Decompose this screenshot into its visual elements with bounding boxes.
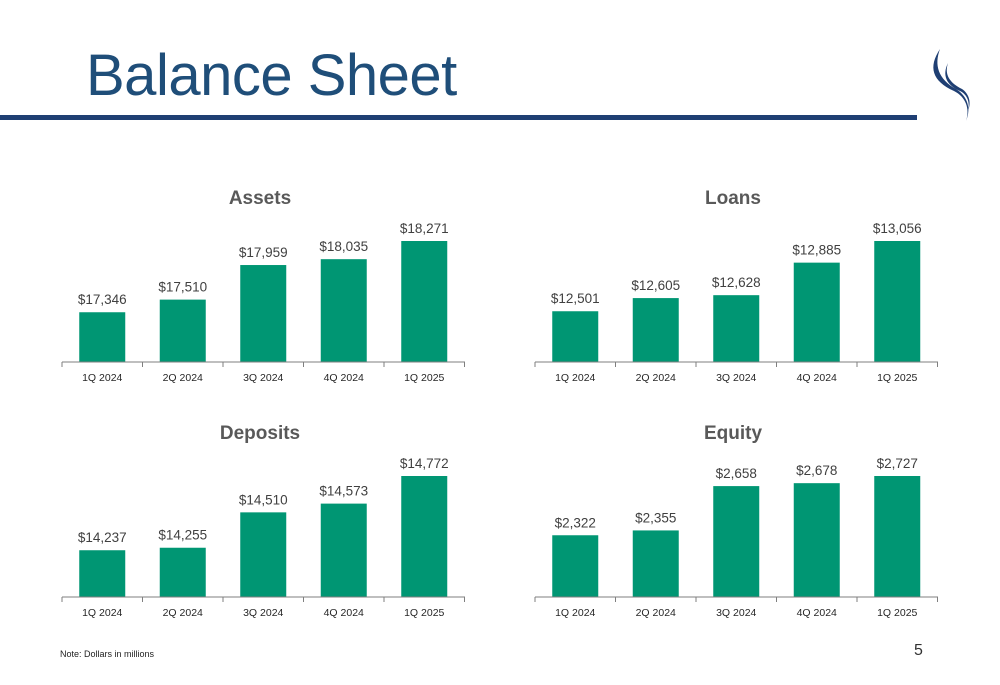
data-label: $12,885 bbox=[792, 243, 841, 258]
bar bbox=[240, 512, 287, 597]
equity-chart: Equity $2,322 1Q 2024 $2,355 2Q 2024 $2,658 3Q… bbox=[534, 423, 938, 619]
bar bbox=[159, 299, 206, 362]
bar bbox=[874, 241, 921, 362]
data-label: $13,056 bbox=[873, 221, 922, 236]
data-label: $17,959 bbox=[239, 245, 288, 260]
x-tick-label: 4Q 2024 bbox=[797, 607, 837, 619]
chart-title: Assets bbox=[229, 188, 291, 209]
x-tick-label: 4Q 2024 bbox=[324, 372, 364, 384]
chart-title: Loans bbox=[705, 188, 761, 209]
x-tick-label: 2Q 2024 bbox=[163, 607, 203, 619]
bar bbox=[320, 503, 367, 597]
loans-chart: Loans $12,501 1Q 2024 $12,605 2Q 2024 $12,628… bbox=[534, 188, 938, 384]
x-tick-label: 1Q 2025 bbox=[877, 372, 917, 384]
bar bbox=[793, 262, 840, 362]
x-tick-label: 2Q 2024 bbox=[636, 372, 676, 384]
x-tick-label: 1Q 2025 bbox=[404, 372, 444, 384]
page-title: Balance Sheet bbox=[86, 43, 457, 108]
bar bbox=[552, 535, 599, 597]
bar bbox=[401, 241, 448, 362]
bar bbox=[793, 483, 840, 597]
chart-title: Equity bbox=[704, 423, 762, 444]
data-label: $12,605 bbox=[631, 278, 680, 293]
data-label: $2,355 bbox=[635, 510, 676, 525]
data-label: $14,573 bbox=[319, 484, 368, 499]
title-rule bbox=[0, 115, 917, 120]
bar bbox=[401, 476, 448, 597]
data-label: $17,510 bbox=[158, 280, 207, 295]
bar bbox=[79, 550, 126, 597]
bar bbox=[874, 476, 921, 597]
x-tick-label: 1Q 2024 bbox=[82, 607, 122, 619]
bar bbox=[240, 265, 287, 362]
assets-chart: Assets $17,346 1Q 2024 $17,510 2Q 2024 $17,95… bbox=[61, 188, 465, 384]
bar bbox=[320, 259, 367, 362]
data-label: $2,658 bbox=[716, 466, 757, 481]
footnote: Note: Dollars in millions bbox=[60, 649, 155, 659]
data-label: $12,501 bbox=[551, 291, 600, 306]
x-tick-label: 2Q 2024 bbox=[636, 607, 676, 619]
x-tick-label: 2Q 2024 bbox=[163, 372, 203, 384]
data-label: $2,678 bbox=[796, 463, 837, 478]
x-tick-label: 1Q 2024 bbox=[82, 372, 122, 384]
data-label: $12,628 bbox=[712, 275, 761, 290]
x-tick-label: 4Q 2024 bbox=[797, 372, 837, 384]
company-logo-icon bbox=[933, 49, 970, 121]
x-tick-label: 1Q 2025 bbox=[877, 607, 917, 619]
data-label: $14,237 bbox=[78, 530, 127, 545]
x-tick-label: 3Q 2024 bbox=[716, 607, 756, 619]
bar bbox=[713, 295, 760, 362]
x-tick-label: 3Q 2024 bbox=[243, 372, 283, 384]
x-tick-label: 3Q 2024 bbox=[716, 372, 756, 384]
x-tick-label: 1Q 2025 bbox=[404, 607, 444, 619]
bar bbox=[79, 312, 126, 362]
bar bbox=[713, 486, 760, 597]
x-tick-label: 4Q 2024 bbox=[324, 607, 364, 619]
data-label: $18,035 bbox=[319, 239, 368, 254]
data-label: $14,510 bbox=[239, 492, 288, 507]
x-tick-label: 3Q 2024 bbox=[243, 607, 283, 619]
bar bbox=[159, 547, 206, 597]
data-label: $14,772 bbox=[400, 456, 449, 471]
page-number: 5 bbox=[914, 642, 923, 659]
data-label: $2,322 bbox=[555, 515, 596, 530]
bar bbox=[552, 311, 599, 362]
deposits-chart: Deposits $14,237 1Q 2024 $14,255 2Q 2024 $14,… bbox=[61, 423, 465, 619]
chart-title: Deposits bbox=[220, 423, 300, 444]
bar bbox=[632, 530, 679, 597]
x-tick-label: 1Q 2024 bbox=[555, 372, 595, 384]
x-tick-label: 1Q 2024 bbox=[555, 607, 595, 619]
bar bbox=[632, 298, 679, 362]
data-label: $17,346 bbox=[78, 292, 127, 307]
data-label: $18,271 bbox=[400, 221, 449, 236]
data-label: $14,255 bbox=[158, 528, 207, 543]
data-label: $2,727 bbox=[877, 456, 918, 471]
